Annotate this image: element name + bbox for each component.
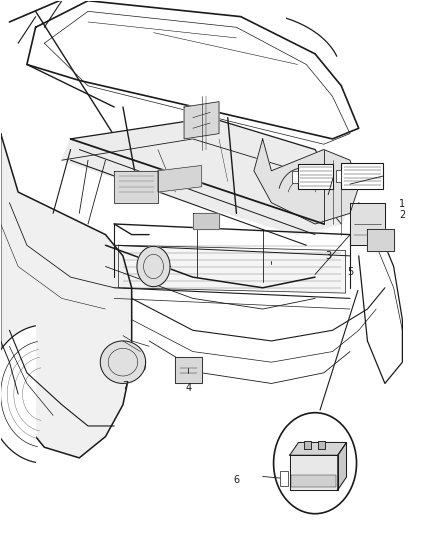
Text: 5: 5 <box>347 267 353 277</box>
Polygon shape <box>158 165 201 192</box>
Polygon shape <box>254 139 359 224</box>
Bar <box>292 171 297 182</box>
Text: 2: 2 <box>399 211 406 221</box>
Text: 4: 4 <box>185 383 191 393</box>
Text: 6: 6 <box>233 475 240 485</box>
Polygon shape <box>290 442 346 455</box>
Text: 1: 1 <box>399 199 406 209</box>
Polygon shape <box>62 118 350 235</box>
Polygon shape <box>367 229 394 251</box>
Polygon shape <box>0 326 35 462</box>
Text: 3: 3 <box>325 251 331 261</box>
Polygon shape <box>338 442 346 490</box>
Bar <box>318 441 325 449</box>
Polygon shape <box>119 245 346 293</box>
Polygon shape <box>193 213 219 229</box>
Polygon shape <box>350 203 385 245</box>
Bar <box>336 170 341 182</box>
Bar <box>341 163 383 189</box>
Bar <box>291 475 336 487</box>
Polygon shape <box>175 357 201 383</box>
Text: 7: 7 <box>122 381 128 391</box>
Bar <box>297 164 333 189</box>
Polygon shape <box>114 171 158 203</box>
Bar <box>304 441 311 449</box>
Polygon shape <box>137 246 170 287</box>
Polygon shape <box>290 455 338 490</box>
Polygon shape <box>100 341 146 383</box>
Bar <box>280 471 288 486</box>
Polygon shape <box>1 134 132 458</box>
Polygon shape <box>184 102 219 139</box>
